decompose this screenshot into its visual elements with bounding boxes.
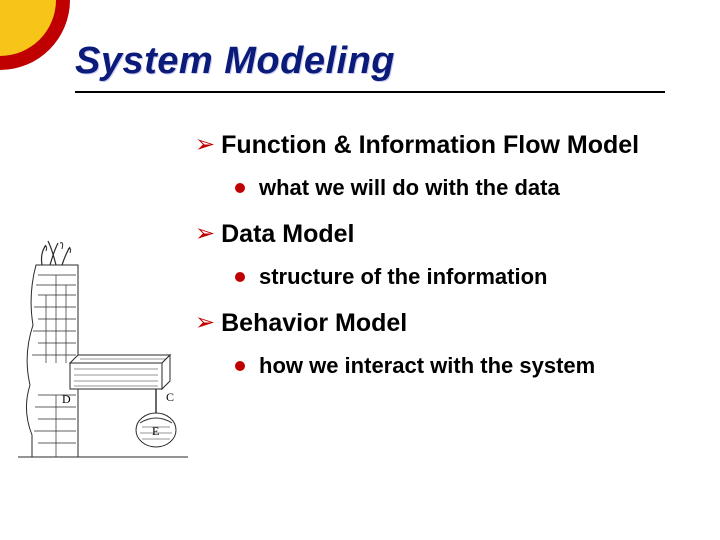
content-area: ➢ Function & Information Flow Model what… [195, 130, 700, 379]
svg-text:C: C [166, 390, 174, 404]
sub-list-item: what we will do with the data [235, 174, 700, 201]
list-item: ➢ Behavior Model [195, 308, 700, 338]
arrow-bullet-icon: ➢ [195, 308, 215, 338]
svg-text:E: E [152, 424, 159, 438]
slide-title: System Modeling [75, 40, 675, 83]
sub-list-item-label: structure of the information [259, 263, 547, 290]
dot-bullet-icon [235, 361, 245, 371]
dot-bullet-icon [235, 272, 245, 282]
sub-list-item: how we interact with the system [235, 352, 700, 379]
arrow-bullet-icon: ➢ [195, 130, 215, 160]
sub-list-item-label: how we interact with the system [259, 352, 595, 379]
dot-bullet-icon [235, 183, 245, 193]
title-underline [75, 91, 665, 93]
list-item: ➢ Data Model [195, 219, 700, 249]
sub-list-item-label: what we will do with the data [259, 174, 560, 201]
list-item-label: Function & Information Flow Model [221, 130, 639, 160]
sub-list-item: structure of the information [235, 263, 700, 290]
list-item-label: Data Model [221, 219, 354, 249]
list-item-label: Behavior Model [221, 308, 407, 338]
svg-text:D: D [62, 392, 71, 406]
arrow-bullet-icon: ➢ [195, 219, 215, 249]
list-item: ➢ Function & Information Flow Model [195, 130, 700, 160]
lever-engraving-illustration: D C E [8, 235, 193, 465]
title-area: System Modeling [75, 40, 675, 93]
